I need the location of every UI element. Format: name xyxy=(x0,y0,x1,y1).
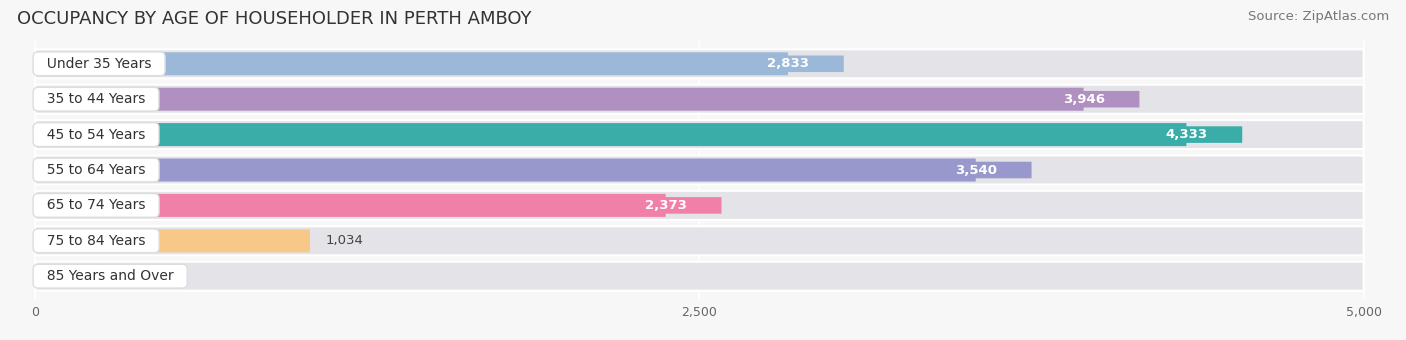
Text: 2,373: 2,373 xyxy=(645,199,686,212)
Text: OCCUPANCY BY AGE OF HOUSEHOLDER IN PERTH AMBOY: OCCUPANCY BY AGE OF HOUSEHOLDER IN PERTH… xyxy=(17,10,531,28)
FancyBboxPatch shape xyxy=(35,123,1187,146)
FancyBboxPatch shape xyxy=(610,197,721,214)
Text: 3,540: 3,540 xyxy=(955,164,997,176)
FancyBboxPatch shape xyxy=(35,191,1364,220)
FancyBboxPatch shape xyxy=(35,262,1364,291)
FancyBboxPatch shape xyxy=(35,158,976,182)
FancyBboxPatch shape xyxy=(920,162,1032,178)
FancyBboxPatch shape xyxy=(35,52,787,75)
FancyBboxPatch shape xyxy=(35,88,1084,111)
Text: 65 to 74 Years: 65 to 74 Years xyxy=(38,199,155,212)
FancyBboxPatch shape xyxy=(35,194,666,217)
Text: 4,333: 4,333 xyxy=(1166,128,1208,141)
Text: 75 to 84 Years: 75 to 84 Years xyxy=(38,234,155,248)
FancyBboxPatch shape xyxy=(35,85,1364,114)
Text: 35 to 44 Years: 35 to 44 Years xyxy=(38,92,155,106)
FancyBboxPatch shape xyxy=(35,155,1364,185)
FancyBboxPatch shape xyxy=(1130,126,1243,143)
Text: Under 35 Years: Under 35 Years xyxy=(38,57,160,71)
Text: 45 to 54 Years: 45 to 54 Years xyxy=(38,128,155,141)
FancyBboxPatch shape xyxy=(733,55,844,72)
Text: 55 to 64 Years: 55 to 64 Years xyxy=(38,163,155,177)
FancyBboxPatch shape xyxy=(35,120,1364,149)
FancyBboxPatch shape xyxy=(1028,91,1139,107)
FancyBboxPatch shape xyxy=(35,226,1364,255)
FancyBboxPatch shape xyxy=(35,229,309,252)
FancyBboxPatch shape xyxy=(35,265,128,288)
Text: 2,833: 2,833 xyxy=(766,57,808,70)
Text: 350: 350 xyxy=(145,270,170,283)
Text: 1,034: 1,034 xyxy=(326,234,364,247)
Text: 85 Years and Over: 85 Years and Over xyxy=(38,269,183,283)
FancyBboxPatch shape xyxy=(35,49,1364,78)
Text: 3,946: 3,946 xyxy=(1063,93,1105,106)
Text: Source: ZipAtlas.com: Source: ZipAtlas.com xyxy=(1249,10,1389,23)
